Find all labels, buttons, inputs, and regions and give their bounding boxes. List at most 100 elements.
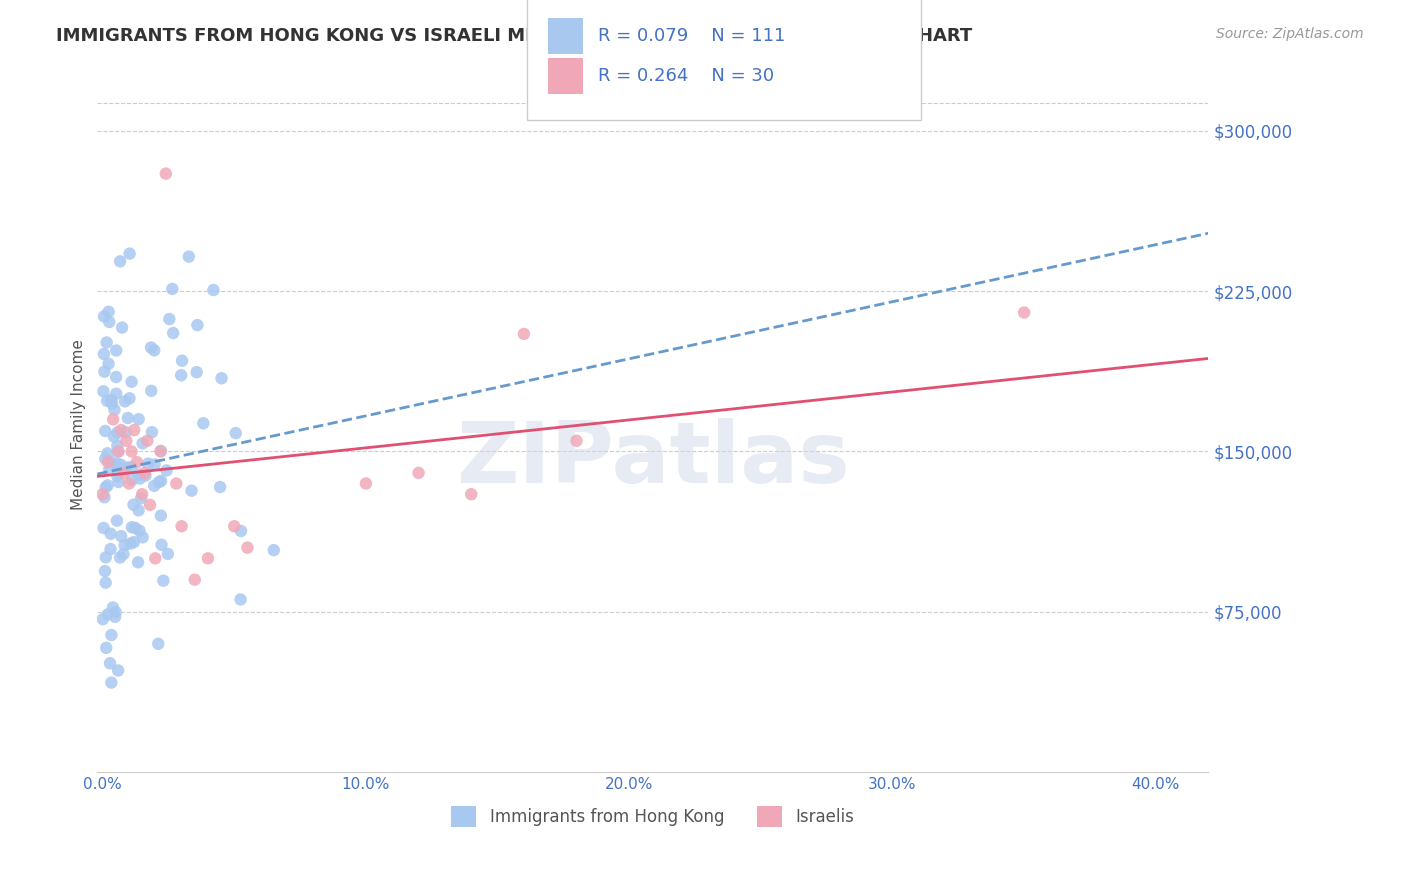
Point [105,370,128,384]
Point [110,423,132,437]
Point [131,487,153,501]
Point [122,535,145,549]
Point [107,444,129,458]
Point [93,490,115,504]
Point [97,607,120,622]
Point [121,473,143,487]
Point [100,526,122,541]
Point [141,384,163,398]
Point [149,508,172,523]
Point [513,326,536,341]
Point [150,538,173,552]
Point [202,283,225,297]
Point [96,393,118,408]
Point [107,664,129,678]
Point [121,444,143,458]
Point [107,425,129,440]
Y-axis label: Median Family Income: Median Family Income [72,339,86,510]
Text: IMMIGRANTS FROM HONG KONG VS ISRAELI MEDIAN FAMILY INCOME CORRELATION CHART: IMMIGRANTS FROM HONG KONG VS ISRAELI MED… [56,27,973,45]
Point [97,455,120,469]
Point [118,246,141,260]
Point [155,167,177,181]
Point [105,514,128,528]
Point [118,392,141,406]
Point [101,412,124,426]
Point [225,426,247,441]
Point [157,312,180,326]
Point [229,524,252,538]
Point [105,439,128,453]
Point [565,434,588,448]
Point [162,282,184,296]
Point [93,347,115,361]
Point [94,424,117,438]
Point [94,550,117,565]
Point [263,543,285,558]
Point [105,343,128,358]
Point [209,480,232,494]
Point [97,305,120,319]
Point [124,521,146,535]
Point [103,429,125,443]
Point [105,386,128,401]
Point [108,550,131,565]
Point [114,425,136,439]
Point [115,434,138,448]
Point [186,318,208,332]
Point [128,412,150,426]
Point [170,519,193,533]
Point [100,392,122,407]
Point [180,483,202,498]
Point [100,675,122,690]
Point [117,411,139,425]
Point [110,529,132,543]
Point [94,451,117,466]
Point [143,458,166,472]
Point [408,466,430,480]
Point [122,423,145,437]
Point [460,487,482,501]
Point [105,457,128,471]
Point [170,368,193,383]
Point [100,628,122,642]
Point [143,551,166,566]
Point [128,524,150,538]
Point [101,600,124,615]
Point [139,341,162,355]
Point [121,375,143,389]
Point [129,471,152,485]
Point [139,498,162,512]
Point [143,479,166,493]
Point [149,444,172,458]
Point [96,446,118,460]
Point [112,547,135,561]
Point [156,463,179,477]
Point [97,478,120,492]
Point [98,462,121,476]
Point [104,609,127,624]
Point [115,460,138,475]
Point [103,402,125,417]
Point [134,466,156,480]
Point [114,394,136,409]
Point [120,536,142,550]
Point [91,612,114,626]
Point [121,520,143,534]
Point [98,315,121,329]
Point [170,353,193,368]
Point [141,425,163,440]
Point [224,519,246,533]
Point [156,547,179,561]
Point [131,530,153,544]
Point [127,555,149,569]
Point [112,466,135,480]
Point [96,640,118,655]
Point [136,434,159,448]
Point [107,475,129,489]
Point [122,498,145,512]
Point [96,335,118,350]
Text: Source: ZipAtlas.com: Source: ZipAtlas.com [1216,27,1364,41]
Point [107,444,129,458]
Point [162,326,184,340]
Point [136,457,159,471]
